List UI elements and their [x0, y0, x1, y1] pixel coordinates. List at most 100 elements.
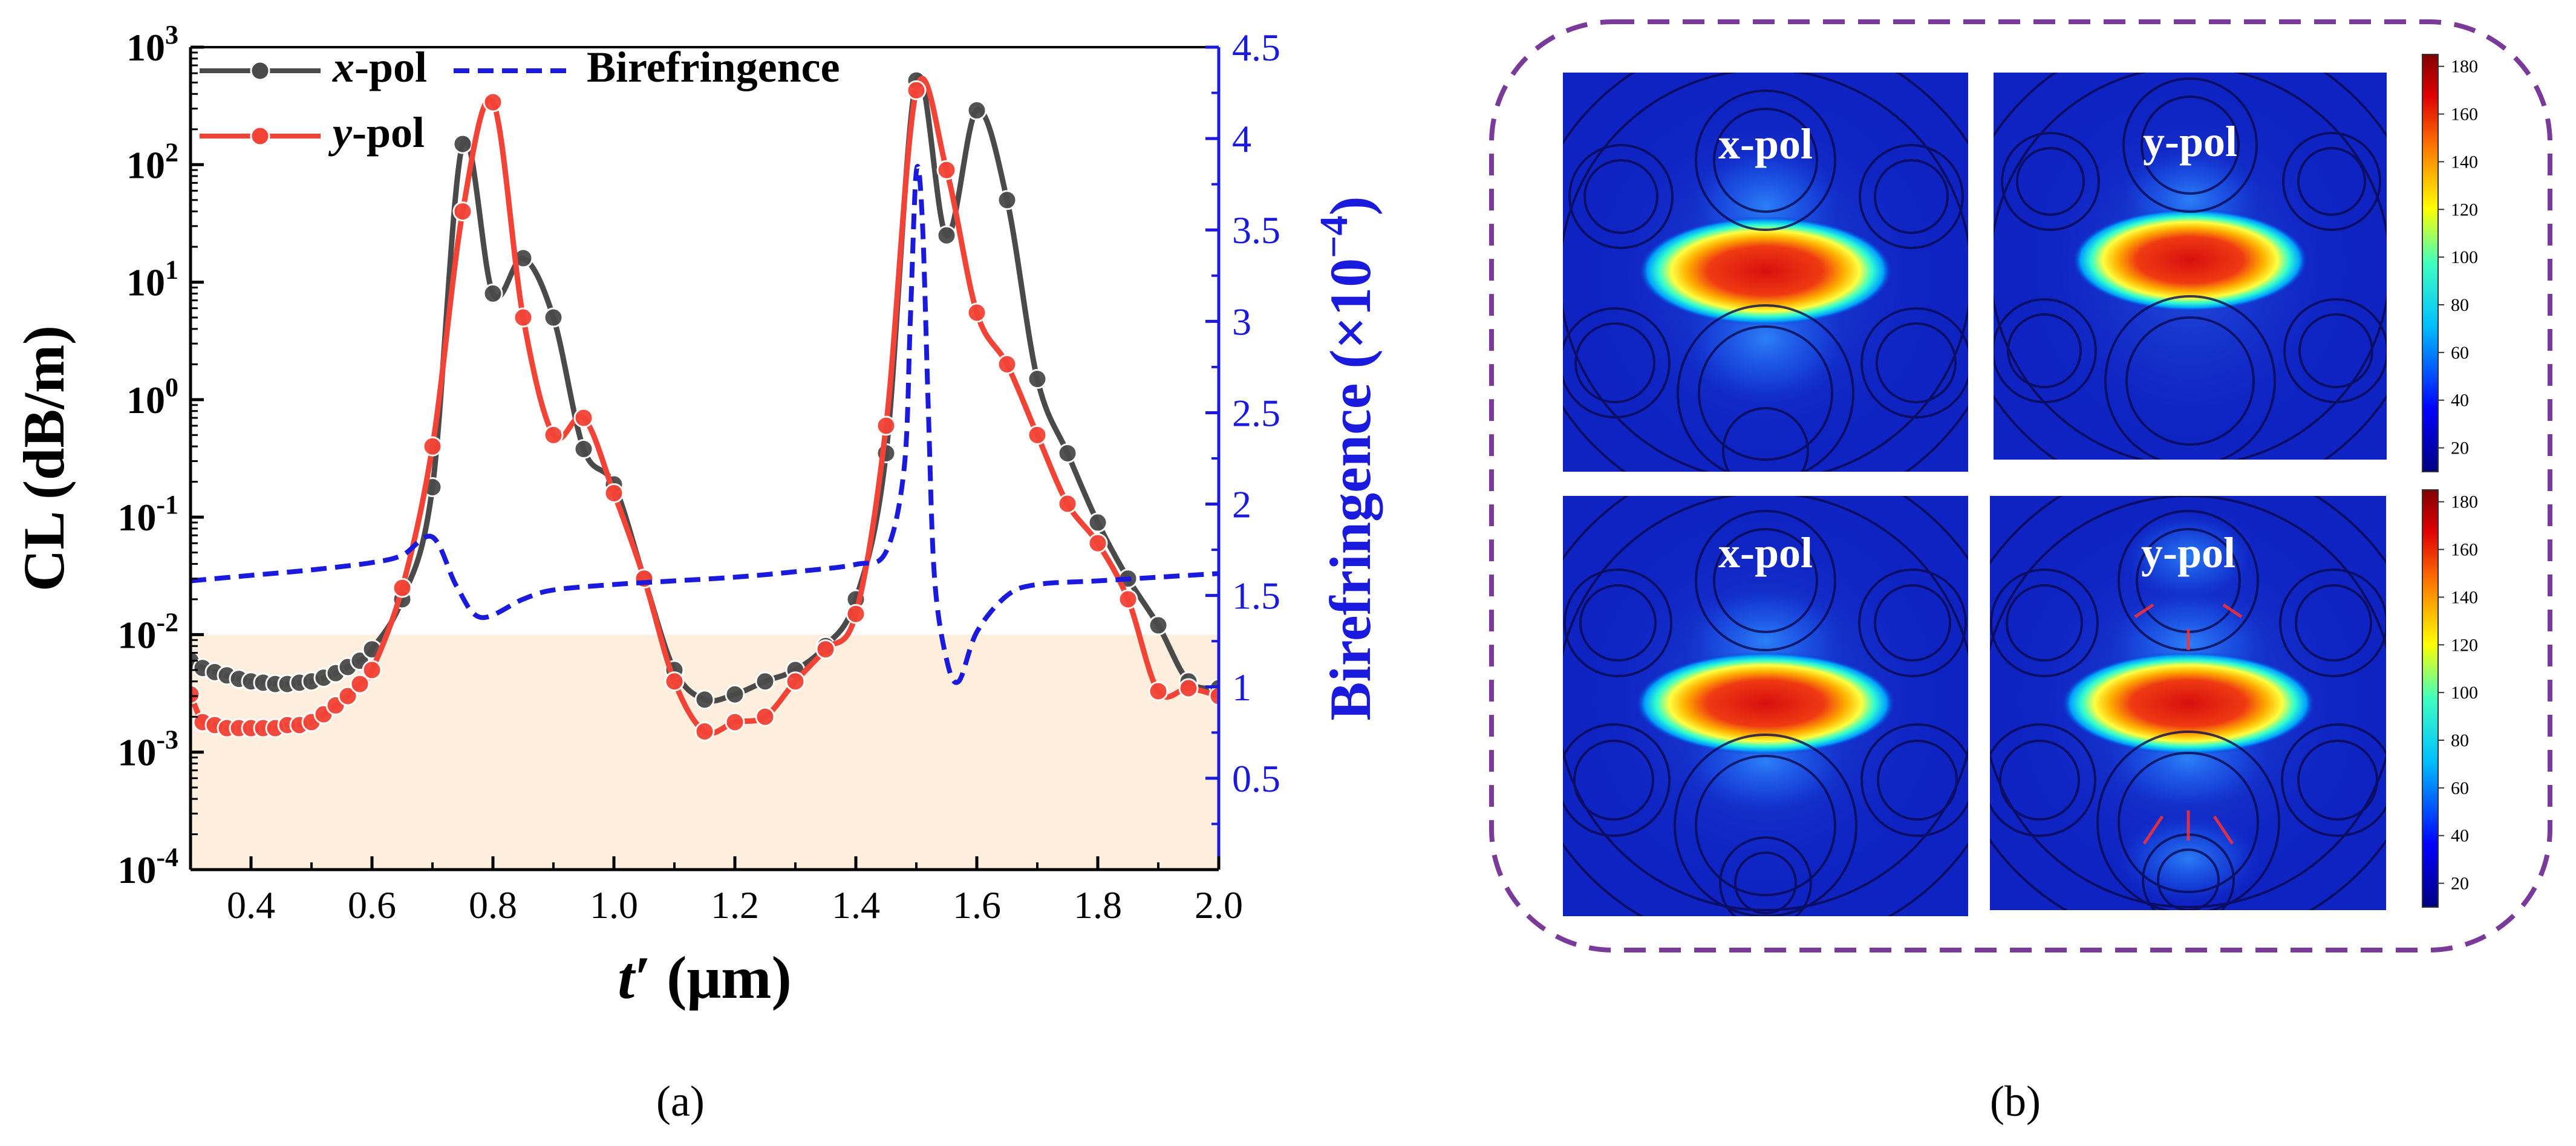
point-y-pol-18: [452, 201, 473, 222]
y-tick-label: 100: [126, 373, 178, 422]
point-x-pol-28: [755, 671, 775, 692]
point-y-pol-29: [785, 671, 806, 692]
dashed-frame: [1489, 19, 2552, 952]
y-tick-label: 10-1: [117, 490, 178, 539]
point-y-pol-25: [664, 671, 685, 692]
y-tick-label: 103: [126, 20, 178, 69]
point-y-pol-28: [755, 706, 775, 727]
point-y-pol-42: [1178, 678, 1199, 698]
colorbar-tick-label: 100: [2451, 683, 2478, 703]
legend-marker-x-pol: [250, 60, 270, 81]
y2-tick-label: 1.5: [1232, 575, 1280, 617]
point-y-pol-36: [997, 354, 1017, 374]
x-tick-label: 0.4: [227, 884, 275, 926]
point-x-pol-35: [967, 100, 987, 120]
caption-a: (a): [656, 1077, 705, 1125]
point-y-pol-19: [483, 92, 503, 112]
point-y-pol-17: [422, 436, 443, 457]
point-y-pol-27: [725, 712, 745, 732]
colorbar-tick-label: 100: [2451, 247, 2478, 267]
point-x-pol-34: [936, 225, 957, 246]
y-tick-label: 10-2: [117, 607, 178, 656]
y2-axis-title: Birefringence (×10−4): [1312, 196, 1383, 720]
x-tick-label: 1.8: [1074, 884, 1122, 926]
field-arrows: [2134, 603, 2243, 845]
point-y-pol-16: [392, 578, 412, 598]
colorbar-tick-label: 180: [2451, 57, 2478, 77]
colorbar-tick-label: 80: [2451, 731, 2469, 750]
y-tick-label: 10-4: [117, 842, 178, 891]
colorbar-tick-label: 120: [2451, 200, 2478, 220]
point-y-pol-39: [1087, 533, 1108, 553]
mode-label-top-left: x-pol: [1718, 120, 1813, 168]
colorbar-tick-label: 20: [2451, 438, 2469, 458]
y2-tick-label: 3: [1232, 300, 1251, 343]
point-y-pol-26: [694, 721, 715, 742]
colorbar-tick-label: 160: [2451, 540, 2478, 560]
point-y-pol-37: [1027, 425, 1048, 445]
x-tick-label: 0.8: [469, 884, 517, 926]
series-layer: [191, 70, 1219, 742]
point-y-pol-38: [1057, 493, 1078, 514]
x-axis-title: t′ (μm): [618, 944, 792, 1011]
mode-image-top-left: [1563, 73, 1968, 472]
point-y-pol-22: [573, 408, 594, 428]
colorbar-tick-label: 60: [2451, 343, 2469, 363]
point-x-pol-27: [725, 684, 745, 705]
colorbar-tick-label: 20: [2451, 874, 2469, 894]
y2-tick-label: 0.5: [1232, 757, 1280, 800]
point-y-pol-13: [337, 686, 358, 706]
y2-tick-label: 4.5: [1232, 26, 1280, 69]
mode-field-figure: x-pol y-pol: [1489, 19, 2552, 952]
point-x-pol-41: [1148, 615, 1169, 636]
x-tick-label: 1.2: [711, 884, 759, 926]
colorbar-tick-label: 140: [2451, 152, 2478, 172]
colorbar-top: 180 160 140 120 100 80 60 40 20: [2422, 54, 2478, 472]
point-y-pol-32: [876, 415, 896, 436]
point-y-pol-21: [543, 425, 564, 445]
legend-marker-y-pol: [250, 126, 270, 146]
y-tick-label: 102: [126, 137, 178, 186]
point-x-pol-37: [1027, 369, 1048, 389]
confinement-loss-chart: 0.4 0.6 0.8 1.0 1.2 1.4 1.6 1.8 2.0 10-4 10-3 10-2 1…: [11, 20, 1383, 1011]
point-x-pol-19: [483, 283, 503, 304]
colorbar-tick-label: 160: [2451, 105, 2478, 125]
y2-tick-label: 2.5: [1232, 391, 1280, 434]
caption-b: (b): [1990, 1077, 2041, 1125]
y2-tick-label: 1: [1232, 666, 1251, 709]
legend: x-pol y-pol Birefringence: [200, 43, 840, 157]
colorbar-bottom: 180 160 140 120 100 80 60 40 20: [2422, 489, 2478, 908]
point-x-pol-26: [694, 689, 715, 710]
x-tick-label: 0.6: [348, 884, 396, 926]
point-y-pol-0: [191, 684, 201, 705]
colorbar-tick-label: 140: [2451, 587, 2478, 607]
mode-label-top-right: y-pol: [2143, 117, 2237, 166]
y2-tick-label: 4: [1232, 117, 1251, 160]
y-tick-label: 10-3: [117, 725, 178, 774]
colorbar-tick-label: 180: [2451, 492, 2478, 512]
point-y-pol-23: [604, 483, 624, 503]
x-tick-label: 1.4: [832, 884, 880, 926]
point-y-pol-30: [815, 639, 836, 660]
panel-a-chart: 0.4 0.6 0.8 1.0 1.2 1.4 1.6 1.8 2.0 10-4 10-3 10-2 1…: [11, 20, 1383, 1125]
point-x-pol-21: [543, 307, 564, 328]
legend-label-x-pol: x-pol: [332, 43, 427, 91]
colorbar-tick-label: 80: [2451, 295, 2469, 315]
x-tick-label: 1.0: [590, 884, 638, 926]
mode-image-bottom-left: [1563, 496, 1968, 916]
colorbar-tick-label: 40: [2451, 826, 2469, 846]
mode-image-bottom-right: [1990, 496, 2386, 910]
point-x-pol-36: [997, 190, 1017, 210]
series-line-x-pol: [191, 73, 1219, 704]
x-tick-label: 1.6: [953, 884, 1001, 926]
y-tick-label: 101: [126, 255, 178, 304]
y2-tick-label: 2: [1232, 483, 1251, 526]
point-x-pol-39: [1087, 512, 1108, 533]
point-y-pol-31: [846, 604, 866, 624]
point-y-pol-43: [1208, 686, 1219, 706]
low-loss-band-layer: [191, 634, 1219, 870]
point-y-pol-33: [906, 80, 927, 100]
low-loss-band: [191, 634, 1219, 870]
legend-label-birefringence: Birefringence: [587, 43, 840, 91]
mode-label-bottom-left: x-pol: [1718, 529, 1813, 577]
